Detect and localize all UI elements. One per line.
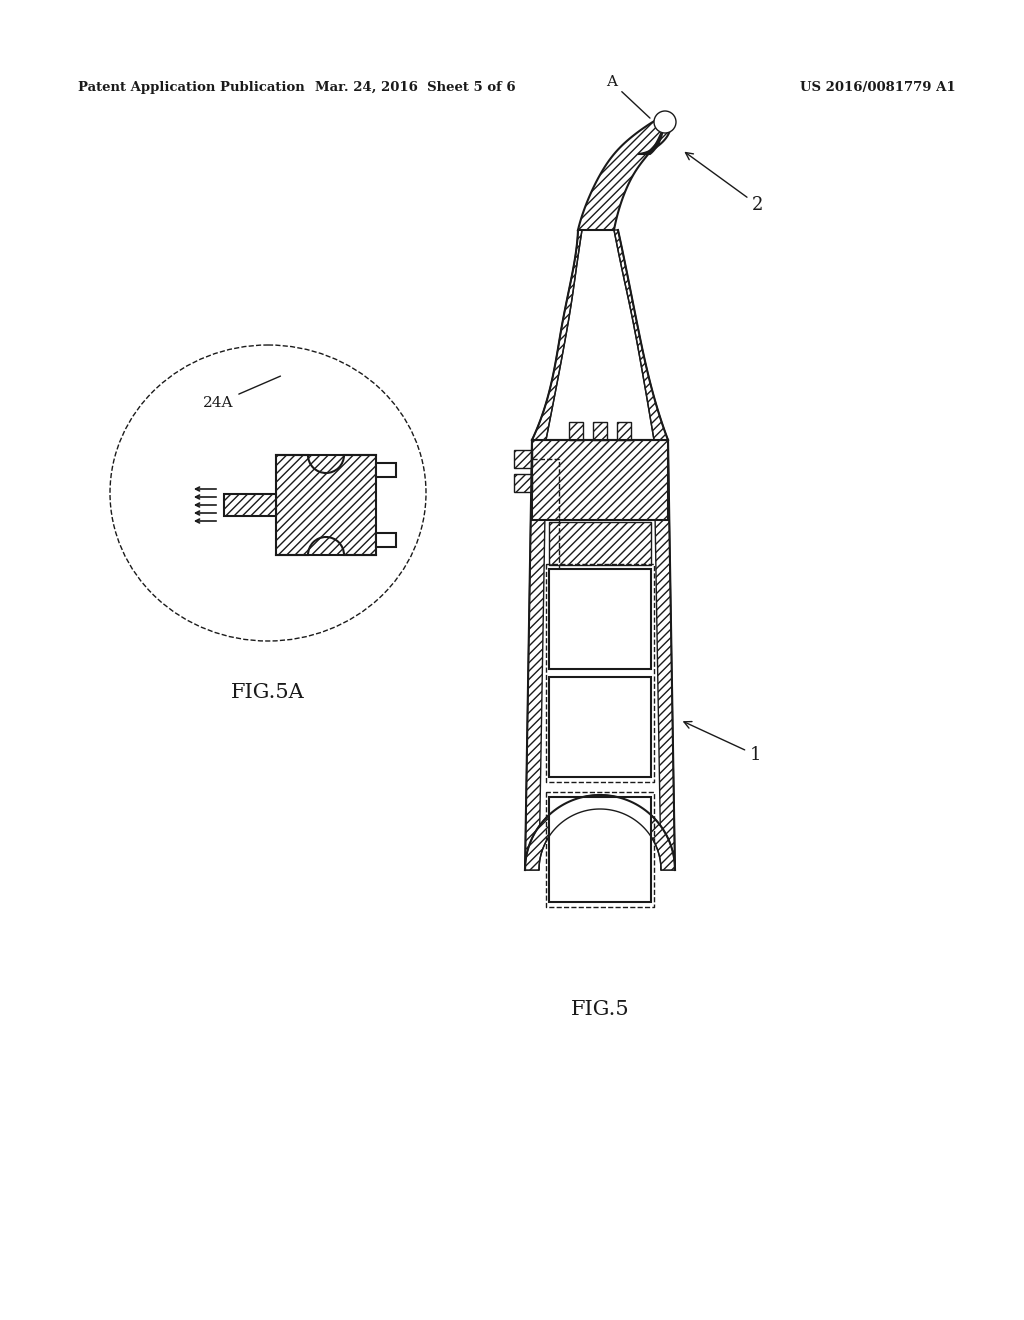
Bar — [514, 474, 532, 492]
Text: 24A: 24A — [203, 376, 281, 411]
Polygon shape — [654, 440, 675, 870]
Bar — [569, 422, 583, 440]
Text: FIG.5: FIG.5 — [570, 1001, 630, 1019]
Bar — [376, 533, 396, 546]
Bar — [549, 569, 651, 669]
Bar — [617, 422, 631, 440]
Bar — [224, 494, 276, 516]
Text: 1: 1 — [684, 722, 762, 764]
Bar — [549, 521, 651, 565]
Polygon shape — [578, 117, 671, 230]
Text: A: A — [606, 75, 650, 117]
Bar — [276, 455, 376, 554]
Text: Mar. 24, 2016  Sheet 5 of 6: Mar. 24, 2016 Sheet 5 of 6 — [314, 81, 515, 94]
Text: 2: 2 — [685, 153, 763, 214]
Bar — [514, 450, 532, 469]
Bar — [532, 440, 668, 520]
Polygon shape — [525, 440, 546, 870]
Text: FIG.5A: FIG.5A — [231, 682, 305, 702]
Polygon shape — [525, 795, 675, 870]
Polygon shape — [532, 230, 582, 440]
Text: Patent Application Publication: Patent Application Publication — [78, 81, 305, 94]
Bar — [593, 422, 607, 440]
Bar — [376, 463, 396, 477]
Polygon shape — [614, 230, 668, 440]
Bar — [549, 677, 651, 777]
Circle shape — [654, 111, 676, 133]
Bar — [549, 797, 651, 902]
Text: US 2016/0081779 A1: US 2016/0081779 A1 — [800, 81, 955, 94]
